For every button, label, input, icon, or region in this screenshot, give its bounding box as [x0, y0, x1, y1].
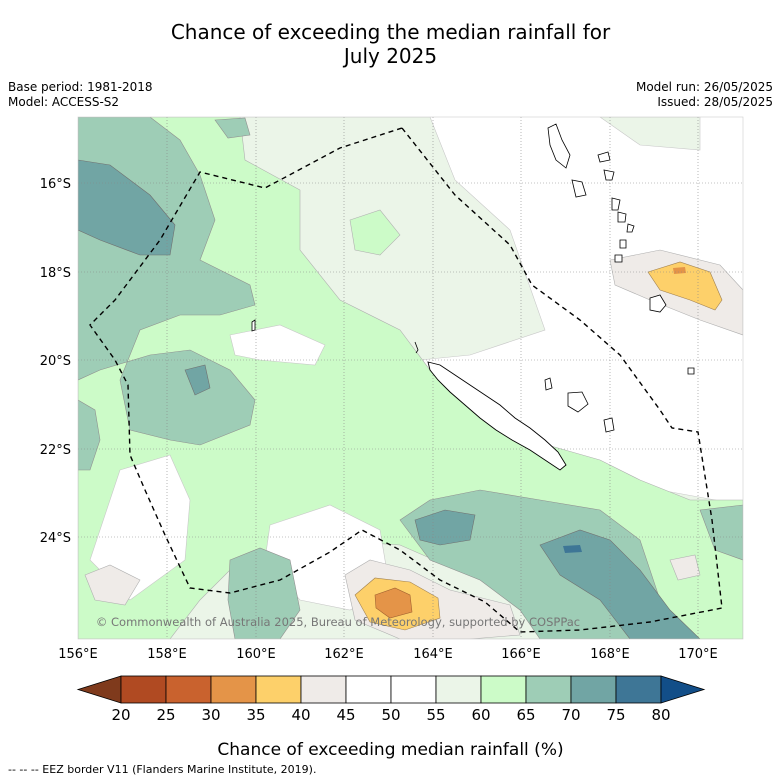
colorbar-tick-label: 50 — [381, 706, 400, 724]
colorbar-segment — [390, 675, 437, 704]
meta-left: Base period: 1981-2018 Model: ACCESS-S2 — [8, 80, 153, 110]
lon-label-162: 162°E — [324, 647, 364, 662]
contour-30-35-east — [673, 267, 686, 274]
meta-right: Model run: 26/05/2025 Issued: 28/05/2025 — [636, 80, 773, 110]
eez-border — [89, 127, 723, 633]
colorbar-segment — [120, 675, 167, 704]
lat-label-18: 18°S — [40, 266, 71, 281]
colorbar-tick-label: 70 — [561, 706, 580, 724]
lon-label-168: 168°E — [590, 647, 630, 662]
contour-35-40-east — [647, 261, 723, 311]
loyalty-island-c — [603, 417, 615, 433]
contour-60-65-patch — [349, 209, 401, 256]
contour-30-35-south — [374, 587, 413, 619]
lon-label-160: 160°E — [236, 647, 276, 662]
map-frame — [77, 116, 744, 640]
lon-label-156: 156°E — [58, 647, 98, 662]
colorbar-label: Chance of exceeding median rainfall (%) — [217, 740, 564, 760]
issued-date: Issued: 28/05/2025 — [657, 95, 773, 109]
lon-label-170: 170°E — [678, 647, 718, 662]
colorbar-segment — [210, 675, 257, 704]
contour-65-70-e — [699, 504, 743, 561]
contour-70-75-west — [78, 159, 176, 256]
island-north-tip — [414, 341, 419, 354]
contour-55-60-ne — [599, 117, 701, 151]
colorbar-tick-label: 25 — [156, 706, 175, 724]
contour-65-70-sw — [227, 547, 301, 639]
colorbar-segment — [345, 675, 392, 704]
lat-label-16: 16°S — [40, 177, 71, 192]
lat-label-20: 20°S — [40, 354, 71, 369]
colorbar-segment — [255, 675, 302, 704]
model-run: Model run: 26/05/2025 — [635, 80, 773, 94]
colorbar-tick-label: 45 — [336, 706, 355, 724]
contour-70-75-south-a — [414, 509, 476, 546]
title-line-1: Chance of exceeding the median rainfall … — [170, 20, 611, 44]
colorbar-tick-label: 35 — [246, 706, 265, 724]
lat-label-24: 24°S — [40, 531, 71, 546]
colorbar-segment — [615, 675, 662, 704]
colorbar-segment — [165, 675, 212, 704]
white-patch-b — [89, 454, 191, 601]
small-islet — [251, 319, 256, 332]
colorbar-tick-label: 80 — [651, 706, 670, 724]
lat-axis: 16°S 18°S 20°S 22°S 24°S — [40, 177, 71, 546]
lon-label-166: 166°E — [501, 647, 541, 662]
colorbar-tick-label: 60 — [471, 706, 490, 724]
colorbar-segment — [480, 675, 527, 704]
map-area — [78, 117, 743, 639]
contour-65-70-west-b — [78, 399, 101, 471]
colorbar-extend-low — [76, 675, 122, 704]
contour-40-45-se — [669, 554, 701, 581]
base-period: Base period: 1981-2018 — [8, 80, 153, 94]
colorbar-tick-label: 30 — [201, 706, 220, 724]
colorbar-tick-label: 20 — [111, 706, 130, 724]
contour-65-70-patch-top — [214, 117, 251, 139]
contour-70-75-south-b — [539, 529, 701, 639]
colorbar-extend-high — [660, 675, 706, 704]
new-caledonia-coastline — [427, 361, 567, 471]
colorbar-ticks: 20 25 30 35 40 45 50 55 60 65 70 75 80 — [111, 706, 670, 724]
contour-40-45-sw — [84, 564, 141, 606]
vanuatu-islands — [547, 123, 695, 375]
loyalty-island-b — [567, 391, 589, 413]
model-name: Model: ACCESS-S2 — [8, 95, 120, 109]
colorbar-tick-label: 40 — [291, 706, 310, 724]
colorbar-segment — [435, 675, 482, 704]
loyalty-island-a — [544, 377, 553, 391]
colorbar-segment — [525, 675, 572, 704]
grid-lines — [78, 117, 743, 639]
colorbar-segment — [570, 675, 617, 704]
colorbar-tick-label: 55 — [426, 706, 445, 724]
title-line-2: July 2025 — [343, 44, 438, 68]
eez-legend-note: -- -- -- EEZ border V11 (Flanders Marine… — [8, 763, 317, 776]
contour-70-75-dot — [563, 545, 582, 553]
lon-label-164: 164°E — [413, 647, 453, 662]
lon-label-158: 158°E — [147, 647, 187, 662]
lon-axis: 156°E 158°E 160°E 162°E 164°E 166°E 168°… — [58, 647, 718, 662]
contour-70-75-mid — [184, 364, 211, 396]
colorbar-segment — [300, 675, 347, 704]
copyright-text: © Commonwealth of Australia 2025, Bureau… — [96, 615, 580, 629]
colorbar-tick-label: 65 — [516, 706, 535, 724]
chart-title: Chance of exceeding the median rainfall … — [0, 20, 781, 68]
lat-label-22: 22°S — [40, 443, 71, 458]
white-patch-a — [229, 324, 326, 366]
colorbar — [76, 675, 706, 704]
colorbar-tick-label: 75 — [606, 706, 625, 724]
